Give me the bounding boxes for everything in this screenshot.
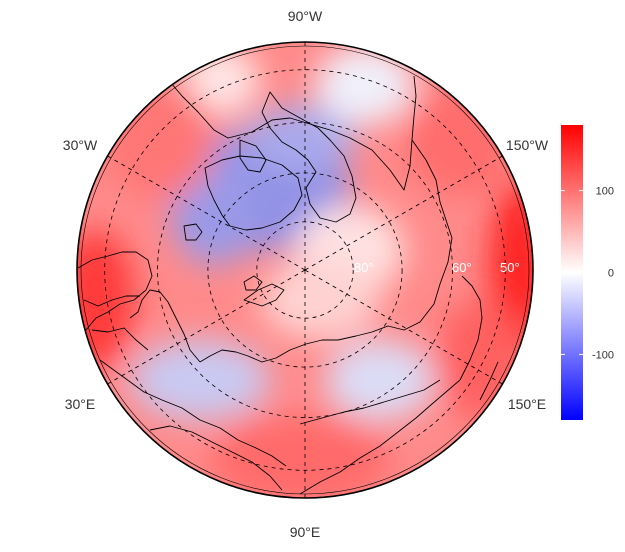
field-region (77, 230, 135, 370)
field-region (405, 85, 515, 195)
coastline-europe (77, 251, 153, 357)
lat-label-60: 60° (452, 260, 472, 275)
colorbar-tick-label: 0 (608, 268, 614, 280)
coastline-alaska (411, 139, 453, 239)
anomaly-field (77, 42, 533, 498)
coastline-novaya-zemlya (243, 283, 285, 307)
field-region (105, 80, 215, 200)
field-region (210, 415, 390, 498)
colorbar-tick-label: -100 (592, 349, 614, 361)
field-region (130, 340, 270, 420)
coastline-japan (479, 361, 499, 401)
border-china (299, 379, 441, 425)
meridian-line (304, 155, 503, 271)
lon-label-30e: 30°E (65, 396, 96, 412)
lon-label-150e: 150°E (508, 396, 546, 412)
meridian-line (107, 269, 306, 385)
coastline-kamchatka (459, 275, 483, 381)
lon-label-90w: 90°W (288, 8, 323, 24)
colorbar-tick-label: 100 (596, 186, 614, 198)
graticule (104, 42, 506, 498)
field-region (315, 45, 415, 125)
border-europe-b (91, 327, 149, 351)
field-region (325, 340, 435, 420)
coastline-canada-archipelago (261, 91, 357, 223)
coastline-baffin (239, 139, 267, 173)
colorbar-ramp (561, 125, 583, 420)
lon-label-30w: 30°W (63, 137, 98, 153)
border-asia-1 (99, 359, 287, 467)
colorbar: 100 0 -100 (561, 125, 614, 420)
border-europe-a (83, 295, 140, 307)
coastline-greenland (204, 155, 303, 231)
meridian-line (304, 269, 503, 385)
border-asia-3 (299, 379, 461, 495)
lat-label-80: 80° (354, 260, 374, 275)
map-frame-inner (80, 45, 530, 495)
meridian-line (107, 155, 306, 271)
coastlines (77, 69, 499, 495)
coastline-siberia (199, 237, 453, 363)
field-region (260, 260, 380, 340)
latitude-circle (157, 122, 453, 418)
lon-label-150w: 150°W (506, 137, 549, 153)
lat-label-50: 50° (500, 260, 520, 275)
coastline-scandinavia (129, 289, 201, 363)
map-frame (76, 41, 534, 499)
coastline-iceland (183, 223, 203, 241)
border-asia-2 (149, 425, 283, 491)
coastline-svalbard (243, 275, 263, 291)
field-region (245, 105, 355, 175)
lon-label-90e: 90°E (290, 524, 321, 540)
